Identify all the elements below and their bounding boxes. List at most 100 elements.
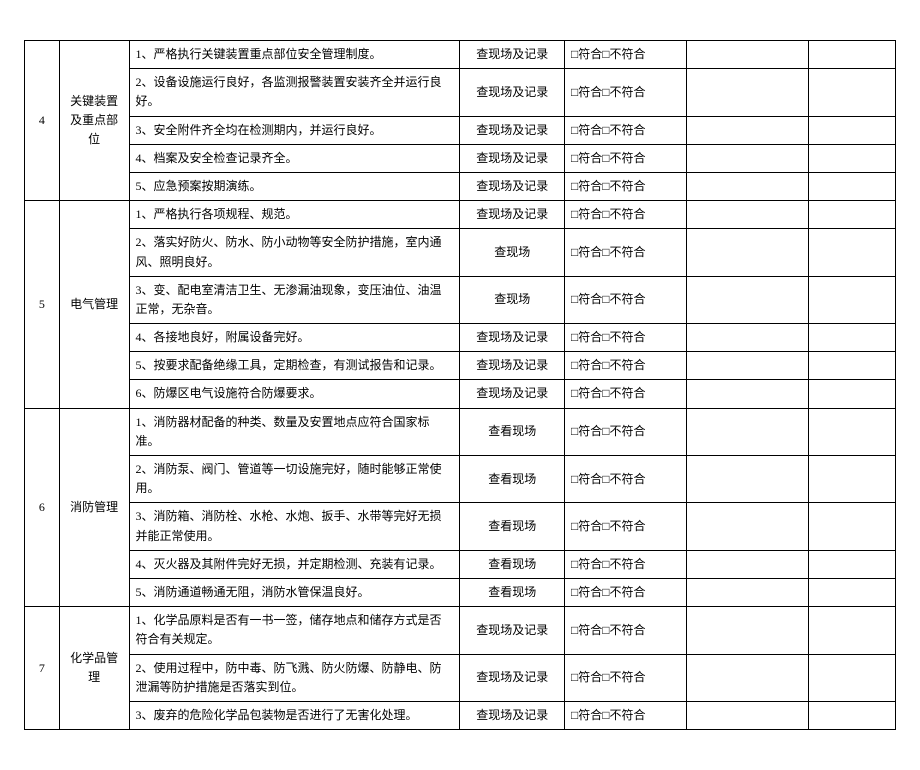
result-checkbox-cell[interactable]: □符合□不符合 — [565, 324, 687, 352]
blank-cell — [808, 116, 895, 144]
table-row: 5电气管理1、严格执行各项规程、规范。查现场及记录□符合□不符合 — [25, 201, 896, 229]
table-row: 4关键装置及重点部位1、严格执行关键装置重点部位安全管理制度。查现场及记录□符合… — [25, 41, 896, 69]
check-method: 查看现场 — [460, 456, 565, 503]
blank-cell — [808, 503, 895, 550]
item-description: 1、严格执行关键装置重点部位安全管理制度。 — [129, 41, 460, 69]
result-checkbox-cell[interactable]: □符合□不符合 — [565, 607, 687, 654]
item-description: 3、消防箱、消防栓、水枪、水炮、扳手、水带等完好无损并能正常使用。 — [129, 503, 460, 550]
result-checkbox-cell[interactable]: □符合□不符合 — [565, 578, 687, 606]
result-checkbox-cell[interactable]: □符合□不符合 — [565, 41, 687, 69]
section-category: 消防管理 — [59, 408, 129, 607]
blank-cell — [686, 144, 808, 172]
table-row: 3、安全附件齐全均在检测期内，并运行良好。查现场及记录□符合□不符合 — [25, 116, 896, 144]
blank-cell — [686, 380, 808, 408]
table-row: 6、防爆区电气设施符合防爆要求。查现场及记录□符合□不符合 — [25, 380, 896, 408]
check-method: 查现场及记录 — [460, 324, 565, 352]
blank-cell — [808, 69, 895, 116]
blank-cell — [686, 229, 808, 276]
check-method: 查现场及记录 — [460, 201, 565, 229]
section-index: 4 — [25, 41, 60, 201]
table-row: 5、应急预案按期演练。查现场及记录□符合□不符合 — [25, 172, 896, 200]
blank-cell — [686, 550, 808, 578]
check-method: 查现场及记录 — [460, 352, 565, 380]
blank-cell — [686, 201, 808, 229]
blank-cell — [808, 456, 895, 503]
result-checkbox-cell[interactable]: □符合□不符合 — [565, 654, 687, 701]
section-index: 6 — [25, 408, 60, 607]
check-method: 查看现场 — [460, 503, 565, 550]
blank-cell — [686, 276, 808, 323]
check-method: 查现场及记录 — [460, 41, 565, 69]
blank-cell — [686, 69, 808, 116]
section-category: 关键装置及重点部位 — [59, 41, 129, 201]
result-checkbox-cell[interactable]: □符合□不符合 — [565, 352, 687, 380]
result-checkbox-cell[interactable]: □符合□不符合 — [565, 380, 687, 408]
check-method: 查现场及记录 — [460, 69, 565, 116]
item-description: 2、消防泵、阀门、管道等一切设施完好，随时能够正常使用。 — [129, 456, 460, 503]
table-row: 3、消防箱、消防栓、水枪、水炮、扳手、水带等完好无损并能正常使用。查看现场□符合… — [25, 503, 896, 550]
check-method: 查现场 — [460, 229, 565, 276]
blank-cell — [808, 654, 895, 701]
item-description: 3、安全附件齐全均在检测期内，并运行良好。 — [129, 116, 460, 144]
table-row: 5、消防通道畅通无阻，消防水管保温良好。查看现场□符合□不符合 — [25, 578, 896, 606]
blank-cell — [808, 144, 895, 172]
table-row: 5、按要求配备绝缘工具，定期检查，有测试报告和记录。查现场及记录□符合□不符合 — [25, 352, 896, 380]
table-row: 4、档案及安全检查记录齐全。查现场及记录□符合□不符合 — [25, 144, 896, 172]
item-description: 2、设备设施运行良好，各监测报警装置安装齐全并运行良好。 — [129, 69, 460, 116]
blank-cell — [686, 41, 808, 69]
section-category: 化学品管理 — [59, 607, 129, 730]
result-checkbox-cell[interactable]: □符合□不符合 — [565, 701, 687, 729]
section-index: 7 — [25, 607, 60, 730]
blank-cell — [808, 276, 895, 323]
check-method: 查现场及记录 — [460, 654, 565, 701]
check-method: 查现场及记录 — [460, 701, 565, 729]
table-row: 2、设备设施运行良好，各监测报警装置安装齐全并运行良好。查现场及记录□符合□不符… — [25, 69, 896, 116]
check-method: 查现场及记录 — [460, 172, 565, 200]
blank-cell — [808, 550, 895, 578]
blank-cell — [808, 380, 895, 408]
item-description: 6、防爆区电气设施符合防爆要求。 — [129, 380, 460, 408]
result-checkbox-cell[interactable]: □符合□不符合 — [565, 456, 687, 503]
item-description: 3、变、配电室清洁卫生、无渗漏油现象，变压油位、油温正常，无杂音。 — [129, 276, 460, 323]
blank-cell — [686, 578, 808, 606]
table-row: 2、落实好防火、防水、防小动物等安全防护措施，室内通风、照明良好。查现场□符合□… — [25, 229, 896, 276]
blank-cell — [808, 229, 895, 276]
blank-cell — [686, 701, 808, 729]
inspection-table: 4关键装置及重点部位1、严格执行关键装置重点部位安全管理制度。查现场及记录□符合… — [24, 40, 896, 730]
result-checkbox-cell[interactable]: □符合□不符合 — [565, 144, 687, 172]
check-method: 查看现场 — [460, 550, 565, 578]
blank-cell — [808, 607, 895, 654]
section-category: 电气管理 — [59, 201, 129, 409]
item-description: 5、应急预案按期演练。 — [129, 172, 460, 200]
table-row: 7化学品管理1、化学品原料是否有一书一签，储存地点和储存方式是否符合有关规定。查… — [25, 607, 896, 654]
table-row: 4、灭火器及其附件完好无损，并定期检测、充装有记录。查看现场□符合□不符合 — [25, 550, 896, 578]
table-row: 6消防管理1、消防器材配备的种类、数量及安置地点应符合国家标准。查看现场□符合□… — [25, 408, 896, 455]
result-checkbox-cell[interactable]: □符合□不符合 — [565, 69, 687, 116]
item-description: 5、按要求配备绝缘工具，定期检查，有测试报告和记录。 — [129, 352, 460, 380]
result-checkbox-cell[interactable]: □符合□不符合 — [565, 276, 687, 323]
blank-cell — [808, 201, 895, 229]
result-checkbox-cell[interactable]: □符合□不符合 — [565, 172, 687, 200]
blank-cell — [686, 352, 808, 380]
result-checkbox-cell[interactable]: □符合□不符合 — [565, 550, 687, 578]
table-row: 4、各接地良好，附属设备完好。查现场及记录□符合□不符合 — [25, 324, 896, 352]
item-description: 1、化学品原料是否有一书一签，储存地点和储存方式是否符合有关规定。 — [129, 607, 460, 654]
result-checkbox-cell[interactable]: □符合□不符合 — [565, 408, 687, 455]
table-row: 2、消防泵、阀门、管道等一切设施完好，随时能够正常使用。查看现场□符合□不符合 — [25, 456, 896, 503]
blank-cell — [808, 701, 895, 729]
result-checkbox-cell[interactable]: □符合□不符合 — [565, 503, 687, 550]
check-method: 查现场及记录 — [460, 116, 565, 144]
blank-cell — [686, 324, 808, 352]
item-description: 4、各接地良好，附属设备完好。 — [129, 324, 460, 352]
blank-cell — [808, 41, 895, 69]
check-method: 查现场及记录 — [460, 144, 565, 172]
item-description: 2、使用过程中，防中毒、防飞溅、防火防爆、防静电、防泄漏等防护措施是否落实到位。 — [129, 654, 460, 701]
result-checkbox-cell[interactable]: □符合□不符合 — [565, 116, 687, 144]
result-checkbox-cell[interactable]: □符合□不符合 — [565, 229, 687, 276]
item-description: 5、消防通道畅通无阻，消防水管保温良好。 — [129, 578, 460, 606]
check-method: 查现场及记录 — [460, 607, 565, 654]
blank-cell — [808, 408, 895, 455]
table-row: 2、使用过程中，防中毒、防飞溅、防火防爆、防静电、防泄漏等防护措施是否落实到位。… — [25, 654, 896, 701]
table-row: 3、废弃的危险化学品包装物是否进行了无害化处理。查现场及记录□符合□不符合 — [25, 701, 896, 729]
result-checkbox-cell[interactable]: □符合□不符合 — [565, 201, 687, 229]
